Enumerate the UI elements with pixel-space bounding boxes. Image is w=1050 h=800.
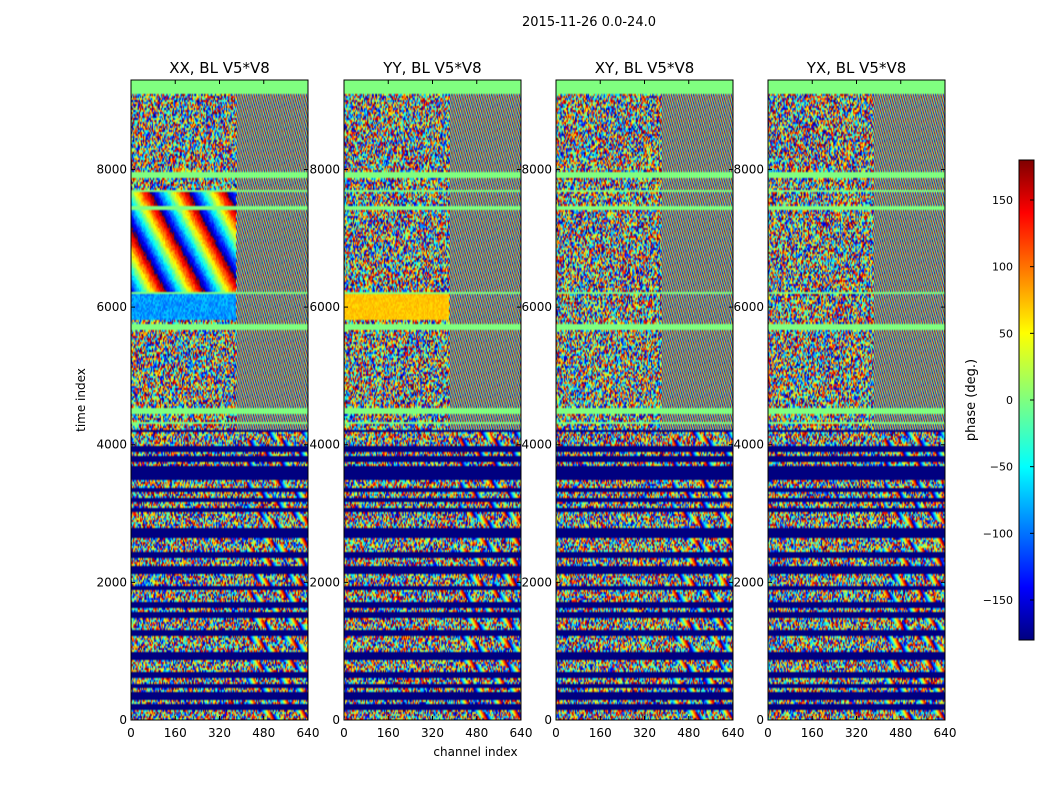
colorbar-tick-label: 150 (992, 194, 1013, 207)
y-tick-label: 8000 (733, 162, 764, 176)
panel-title: XY, BL V5*V8 (595, 59, 695, 77)
y-tick-label: 4000 (96, 438, 127, 452)
colorbar-tick-label: −50 (990, 461, 1013, 474)
x-tick-label: 480 (465, 726, 488, 740)
panel-title: XX, BL V5*V8 (169, 59, 270, 77)
panel-title: YY, BL V5*V8 (382, 59, 481, 77)
colorbar-tick-label: −150 (983, 594, 1013, 607)
heatmap-image-2 (344, 80, 521, 720)
x-axis-label: channel index (433, 745, 517, 759)
panels: XX, BL V5*V8 0 160 320 480 640 0 2000 4000 6000 80… (74, 59, 956, 759)
x-tick-label: 0 (764, 726, 772, 740)
x-tick-label: 160 (801, 726, 824, 740)
y-tick-label: 4000 (521, 438, 552, 452)
panel-4: YX, BL V5*V8 0 160 320 480 640 0 2000 4000 6000 80… (733, 59, 956, 740)
x-tick-label: 480 (889, 726, 912, 740)
x-tick-label: 0 (127, 726, 135, 740)
y-tick-label: 8000 (521, 162, 552, 176)
x-tick-label: 640 (510, 726, 533, 740)
x-tick-label: 0 (340, 726, 348, 740)
y-tick-label: 6000 (733, 300, 764, 314)
panel-title: YX, BL V5*V8 (806, 59, 907, 77)
x-tick-label: 160 (589, 726, 612, 740)
x-tick-label: 320 (421, 726, 444, 740)
y-tick-label: 0 (332, 713, 340, 727)
y-tick-label: 0 (119, 713, 127, 727)
y-tick-label: 6000 (96, 300, 127, 314)
x-tick-label: 160 (164, 726, 187, 740)
panel-3: XY, BL V5*V8 0 160 320 480 640 0 2000 4000 6000 80… (521, 59, 744, 740)
colorbar-tick-label: 0 (1006, 394, 1013, 407)
y-tick-label: 8000 (96, 162, 127, 176)
colorbar-ticks: 150 100 50 0 −50 −100 −150 (983, 194, 1034, 607)
panel-1: XX, BL V5*V8 0 160 320 480 640 0 2000 4000 6000 80… (74, 59, 319, 740)
x-tick-label: 480 (252, 726, 275, 740)
colorbar-tick-label: 50 (999, 327, 1013, 340)
x-tick-label: 320 (845, 726, 868, 740)
panel-2: YY, BL V5*V8 0 160 320 480 640 0 2000 4000 6000 80… (309, 59, 532, 759)
y-axis-label: time index (74, 368, 88, 432)
y-tick-label: 4000 (309, 438, 340, 452)
y-tick-label: 6000 (309, 300, 340, 314)
heatmap-image-1 (131, 80, 308, 720)
y-tick-label: 0 (544, 713, 552, 727)
y-tick-label: 2000 (96, 575, 127, 589)
heatmap-image-3 (556, 80, 733, 720)
heatmap-image-4 (768, 80, 945, 720)
y-tick-label: 8000 (309, 162, 340, 176)
x-tick-label: 320 (633, 726, 656, 740)
x-tick-label: 320 (208, 726, 231, 740)
x-tick-label: 640 (722, 726, 745, 740)
colorbar-label: phase (deg.) (964, 359, 979, 441)
y-tick-label: 2000 (521, 575, 552, 589)
y-tick-label: 0 (756, 713, 764, 727)
y-tick-label: 2000 (733, 575, 764, 589)
figure-suptitle: 2015-11-26 0.0-24.0 (522, 15, 656, 30)
y-tick-label: 4000 (733, 438, 764, 452)
x-tick-label: 160 (377, 726, 400, 740)
colorbar-tick-label: 100 (992, 261, 1013, 274)
y-tick-label: 2000 (309, 575, 340, 589)
x-tick-label: 640 (934, 726, 957, 740)
colorbar: 150 100 50 0 −50 −100 −150 phase (deg.) (964, 159, 1035, 641)
x-tick-label: 640 (297, 726, 320, 740)
x-tick-label: 480 (677, 726, 700, 740)
x-tick-label: 0 (552, 726, 560, 740)
y-tick-label: 6000 (521, 300, 552, 314)
colorbar-tick-label: −100 (983, 527, 1013, 540)
